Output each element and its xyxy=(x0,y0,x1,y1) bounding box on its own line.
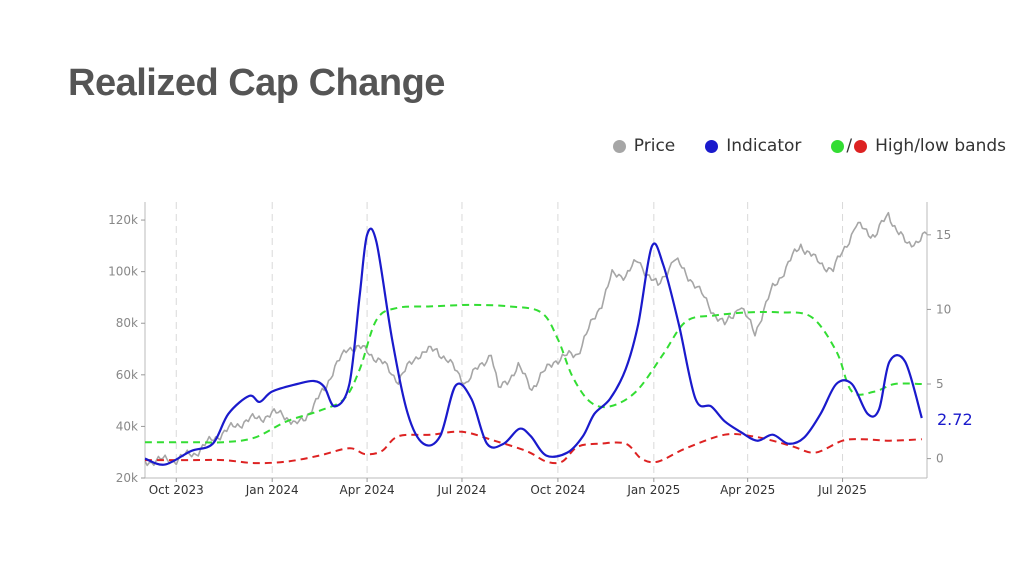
legend-item-bands[interactable]: / High/low bands xyxy=(831,136,1006,156)
y-left-tick-label: 120k xyxy=(108,213,138,227)
indicator-last-value-label: 2.72 xyxy=(937,410,973,429)
plot-area xyxy=(144,211,928,467)
x-tick-label: Apr 2024 xyxy=(340,483,395,497)
x-tick-label: Oct 2023 xyxy=(149,483,204,497)
y-left-tick-label: 60k xyxy=(116,368,138,382)
legend-bands-slash: / xyxy=(846,136,853,156)
indicator-series-line xyxy=(144,227,923,466)
legend-item-indicator[interactable]: Indicator xyxy=(705,136,801,156)
x-tick-label: Jan 2025 xyxy=(626,483,680,497)
y-left-tick-label: 40k xyxy=(116,419,138,433)
legend-low-band-swatch xyxy=(854,139,868,153)
legend-bands-label: High/low bands xyxy=(875,136,1006,156)
y-right-tick-label: 15 xyxy=(936,228,951,242)
legend-high-band-swatch xyxy=(831,139,845,153)
y-left-tick-label: 20k xyxy=(116,471,138,485)
legend: Price Indicator / High/low bands xyxy=(583,136,1006,156)
legend-price-swatch xyxy=(612,139,626,153)
y-right-tick-label: 10 xyxy=(936,302,951,316)
y-left-tick-label: 80k xyxy=(116,316,138,330)
x-tick-label: Apr 2025 xyxy=(720,483,775,497)
chart-title: Realized Cap Change xyxy=(68,62,445,104)
legend-indicator-label: Indicator xyxy=(726,136,802,156)
high-band-series-line xyxy=(144,303,922,444)
x-tick-label: Jul 2024 xyxy=(437,483,487,497)
y-right-tick-label: 0 xyxy=(936,452,944,466)
price-series-line xyxy=(144,211,928,467)
legend-indicator-swatch xyxy=(705,139,719,153)
low-band-series-line xyxy=(144,430,922,465)
x-tick-label: Oct 2024 xyxy=(530,483,585,497)
y-left-tick-label: 100k xyxy=(108,265,138,279)
x-tick-label: Jul 2025 xyxy=(817,483,867,497)
y-right-tick-label: 5 xyxy=(936,377,944,391)
x-tick-label: Jan 2024 xyxy=(245,483,299,497)
legend-item-price[interactable]: Price xyxy=(612,136,676,156)
legend-price-label: Price xyxy=(633,136,676,156)
